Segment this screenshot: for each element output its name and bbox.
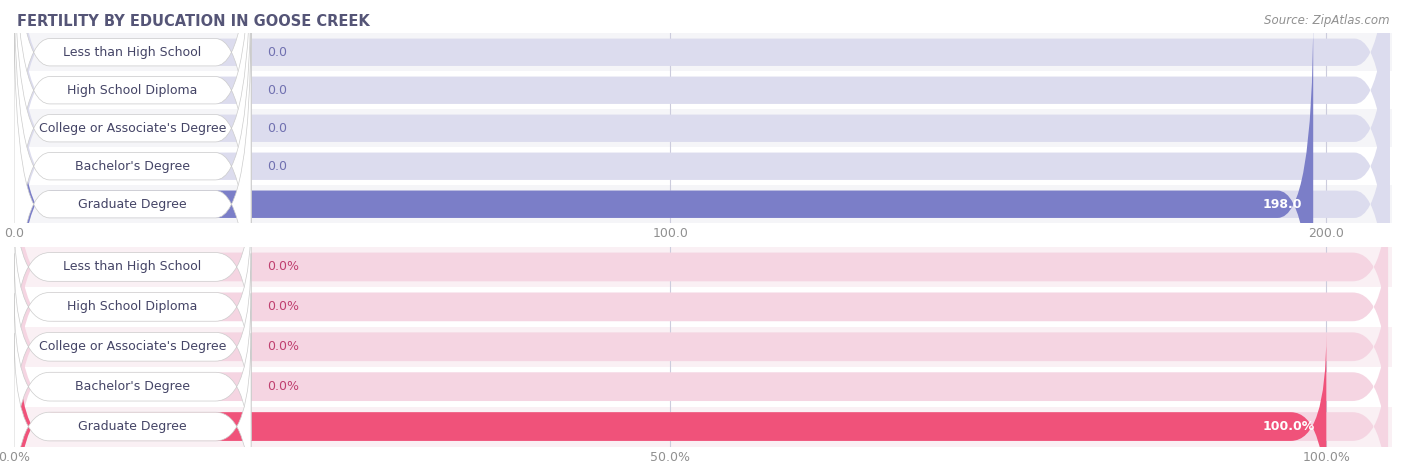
Text: 0.0%: 0.0% — [267, 260, 299, 274]
Text: 0.0: 0.0 — [267, 46, 288, 59]
FancyBboxPatch shape — [15, 0, 1391, 244]
Text: Bachelor's Degree: Bachelor's Degree — [75, 380, 190, 393]
Bar — [14, 367, 1392, 407]
FancyBboxPatch shape — [18, 333, 1388, 475]
Bar — [14, 71, 1392, 109]
FancyBboxPatch shape — [15, 0, 1391, 358]
FancyBboxPatch shape — [18, 333, 1326, 475]
Bar — [14, 327, 1392, 367]
FancyBboxPatch shape — [14, 213, 252, 400]
Bar — [14, 247, 1392, 287]
FancyBboxPatch shape — [15, 0, 1391, 320]
Bar — [14, 287, 1392, 327]
Bar — [14, 147, 1392, 185]
FancyBboxPatch shape — [18, 293, 1388, 475]
Text: 0.0%: 0.0% — [267, 300, 299, 314]
Bar — [14, 109, 1392, 147]
Bar — [14, 33, 1392, 71]
FancyBboxPatch shape — [14, 293, 252, 475]
Text: College or Associate's Degree: College or Associate's Degree — [39, 340, 226, 353]
Text: Graduate Degree: Graduate Degree — [79, 420, 187, 433]
Text: Less than High School: Less than High School — [63, 260, 201, 274]
FancyBboxPatch shape — [14, 0, 252, 282]
Text: 0.0%: 0.0% — [267, 340, 299, 353]
Text: High School Diploma: High School Diploma — [67, 84, 198, 97]
Text: 0.0: 0.0 — [267, 122, 288, 135]
FancyBboxPatch shape — [14, 173, 252, 361]
Bar — [14, 185, 1392, 223]
FancyBboxPatch shape — [15, 13, 1313, 396]
FancyBboxPatch shape — [14, 13, 252, 396]
Text: 0.0: 0.0 — [267, 84, 288, 97]
Text: 0.0: 0.0 — [267, 160, 288, 173]
Text: Bachelor's Degree: Bachelor's Degree — [75, 160, 190, 173]
Text: College or Associate's Degree: College or Associate's Degree — [39, 122, 226, 135]
FancyBboxPatch shape — [15, 0, 1391, 282]
Bar — [14, 407, 1392, 446]
Text: High School Diploma: High School Diploma — [67, 300, 198, 314]
FancyBboxPatch shape — [14, 253, 252, 440]
FancyBboxPatch shape — [18, 253, 1388, 440]
Text: 198.0: 198.0 — [1263, 198, 1302, 211]
Text: 100.0%: 100.0% — [1263, 420, 1315, 433]
FancyBboxPatch shape — [18, 173, 1388, 361]
FancyBboxPatch shape — [15, 13, 1391, 396]
Text: 0.0%: 0.0% — [267, 380, 299, 393]
FancyBboxPatch shape — [14, 0, 252, 244]
FancyBboxPatch shape — [14, 333, 252, 475]
Text: Graduate Degree: Graduate Degree — [79, 198, 187, 211]
Text: Less than High School: Less than High School — [63, 46, 201, 59]
FancyBboxPatch shape — [14, 0, 252, 320]
FancyBboxPatch shape — [14, 0, 252, 358]
FancyBboxPatch shape — [18, 213, 1388, 400]
Text: FERTILITY BY EDUCATION IN GOOSE CREEK: FERTILITY BY EDUCATION IN GOOSE CREEK — [17, 14, 370, 29]
Text: Source: ZipAtlas.com: Source: ZipAtlas.com — [1264, 14, 1389, 27]
